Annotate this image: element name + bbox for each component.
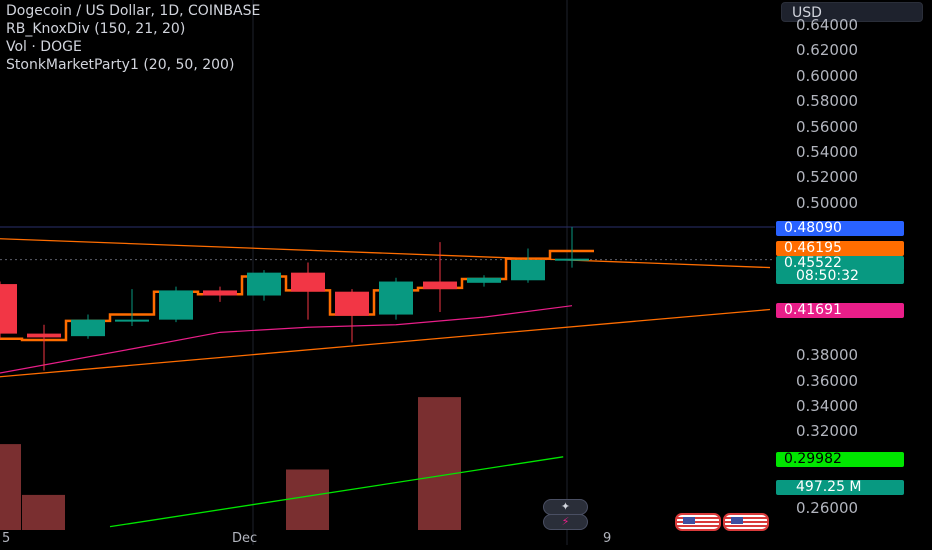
lightning-icon[interactable]: ⚡ — [543, 514, 588, 530]
price-tick-label: 0.36000 — [796, 371, 859, 390]
ma-price-badge: 0.46195 — [776, 241, 904, 256]
legend-indicator-knoxdiv[interactable]: RB_KnoxDiv (150, 21, 20) — [6, 21, 186, 37]
candle-body — [203, 290, 237, 296]
volume-bar — [22, 494, 65, 530]
time-label-9: 9 — [603, 531, 612, 546]
trendline-value-badge: 0.29982 — [776, 452, 904, 467]
price-tick-label: 0.62000 — [796, 41, 859, 60]
price-tick-label: 0.32000 — [796, 422, 859, 441]
candle-body — [335, 291, 369, 316]
price-tick-label: 0.64000 — [796, 16, 859, 34]
currency-button[interactable]: USD — [781, 2, 923, 22]
candle-body — [115, 319, 149, 322]
price-tick-label: 0.58000 — [796, 92, 859, 111]
price-tick-label: 0.56000 — [796, 117, 859, 136]
candle-body — [379, 281, 413, 315]
candle-body — [0, 284, 17, 334]
volume-bar — [286, 469, 329, 530]
last-price-badge: 0.45522 — [776, 256, 904, 271]
candle-body — [27, 333, 61, 338]
slow-ma-line — [0, 305, 573, 374]
candle-body — [555, 258, 589, 261]
volume-badge: 497.25 M — [776, 480, 904, 495]
candle-body — [467, 277, 501, 283]
high-price-badge: 0.48090 — [776, 221, 904, 236]
price-tick-label: 0.34000 — [796, 397, 859, 415]
volume-bar — [418, 397, 461, 530]
chart-legend: Dogecoin / US Dollar, 1D, COINBASE RB_Kn… — [6, 2, 260, 74]
price-tick-label: 0.52000 — [796, 168, 859, 187]
compass-icon[interactable]: ✦ — [543, 499, 588, 515]
price-chart[interactable] — [0, 0, 775, 550]
price-tick-label: 0.54000 — [796, 143, 859, 161]
price-tick-label: 0.60000 — [796, 66, 859, 85]
time-label-left: 5 — [2, 531, 11, 546]
trendline — [109, 456, 564, 528]
trendline — [0, 238, 771, 269]
candle-countdown-badge: 08:50:32 — [776, 269, 904, 284]
candle-body — [247, 272, 281, 296]
candle-body — [71, 319, 105, 337]
price-tick-label: 0.26000 — [796, 498, 859, 517]
legend-indicator-stonk[interactable]: StonkMarketParty1 (20, 50, 200) — [6, 57, 235, 73]
slow-ma-price-badge: 0.41691 — [776, 303, 904, 318]
us-flag-event-icon[interactable] — [675, 513, 721, 531]
candle-body — [159, 290, 193, 320]
candle-body — [291, 272, 325, 292]
us-flag-event-icon[interactable] — [723, 513, 769, 531]
volume-bar — [0, 444, 21, 530]
legend-indicator-volume[interactable]: Vol · DOGE — [6, 39, 82, 55]
candle-body — [511, 259, 545, 281]
price-tick-label: 0.50000 — [796, 193, 859, 212]
legend-title[interactable]: Dogecoin / US Dollar, 1D, COINBASE — [6, 3, 261, 19]
price-tick-label: 0.38000 — [796, 346, 859, 365]
candle-body — [423, 281, 457, 290]
trendline — [0, 308, 771, 378]
time-label-dec: Dec — [232, 531, 258, 546]
